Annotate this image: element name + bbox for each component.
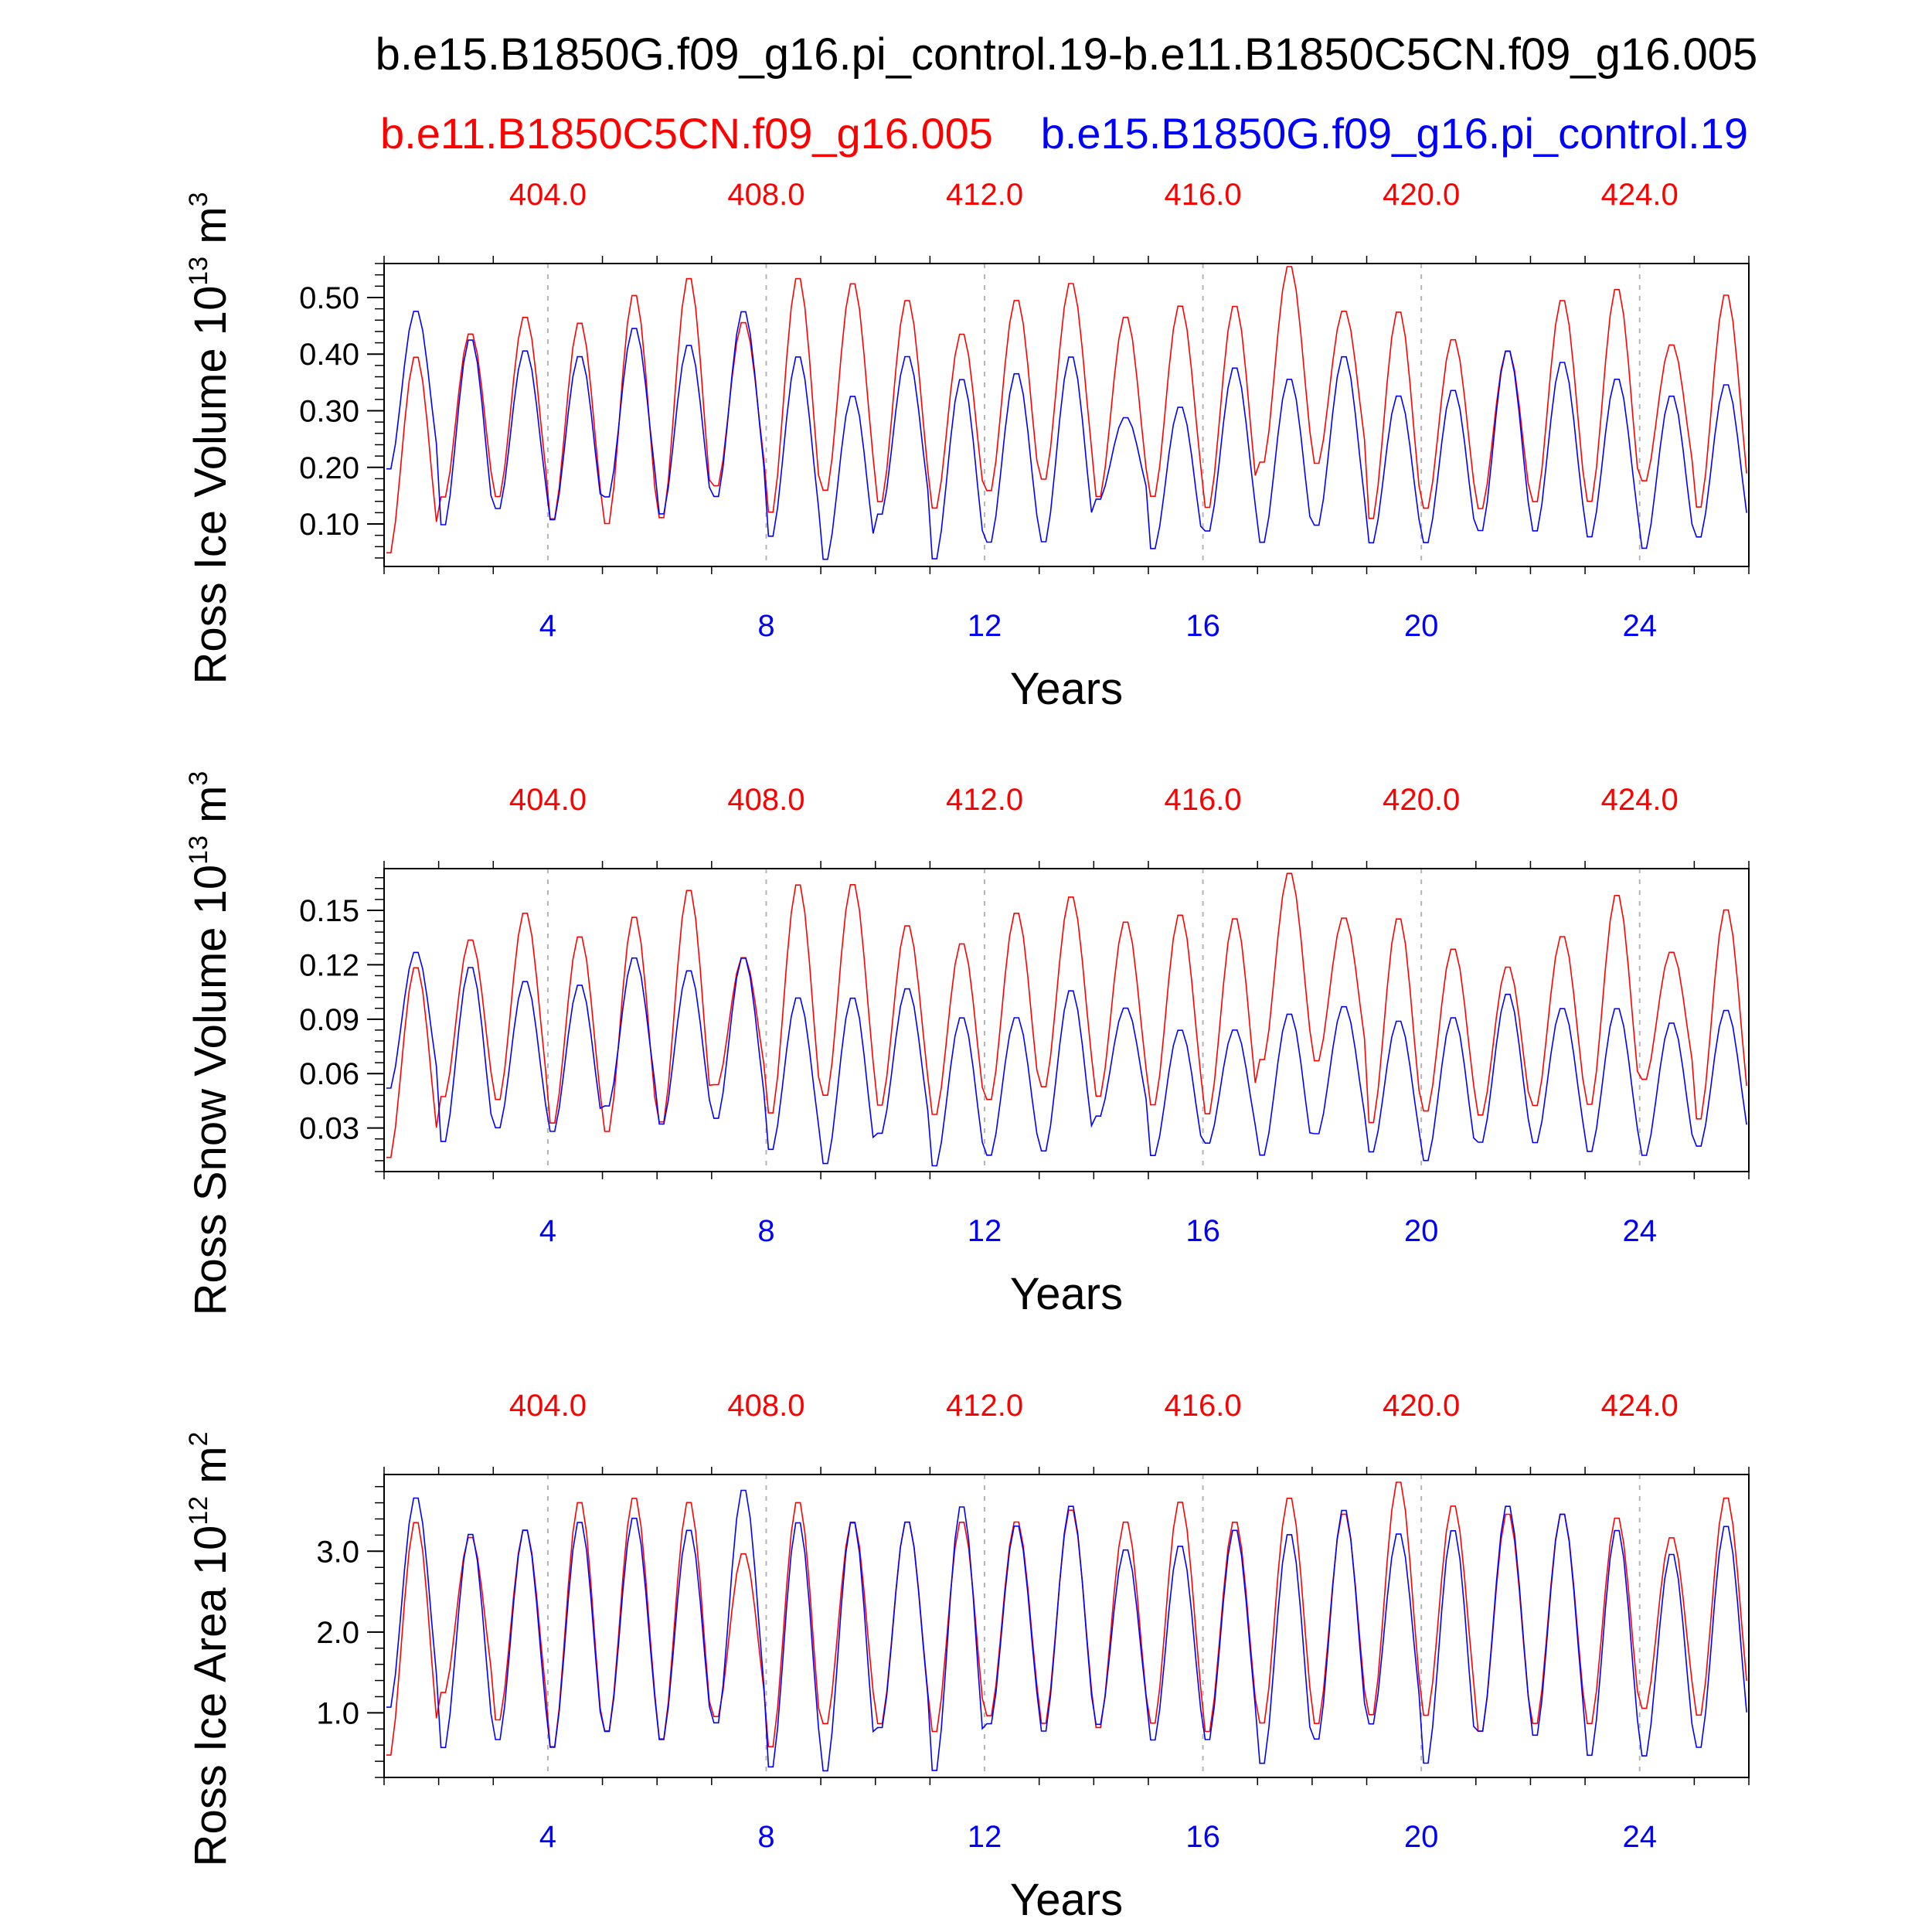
x-tick-label-bottom: 8: [757, 609, 774, 643]
y-tick-label: 2.0: [316, 1616, 359, 1650]
legend-red-label: b.e11.B1850C5CN.f09_g16.005: [380, 109, 993, 158]
x-tick-label-bottom: 12: [968, 609, 1002, 643]
y-tick-label: 0.50: [299, 281, 359, 315]
chart-panel-2: 0.03 0.06 0.09 0.12 0.15 4 404.0 8 408.0 12 412.0 1…: [184, 771, 1750, 1319]
x-tick-label-top: 412.0: [946, 783, 1023, 817]
plot-frame: [383, 1474, 1750, 1778]
x-tick-label-bottom: 16: [1185, 1214, 1220, 1248]
plot-frame: [383, 263, 1750, 567]
x-tick-label-bottom: 4: [539, 1820, 556, 1854]
series-line-blue: [386, 311, 1747, 560]
y-tick-label: 0.09: [299, 1003, 359, 1037]
x-tick-label-top: 416.0: [1165, 178, 1242, 212]
x-tick-label-top: 424.0: [1601, 1389, 1679, 1423]
figure-title: b.e15.B1850G.f09_g16.pi_control.19-b.e11…: [376, 29, 1758, 80]
x-tick-label-bottom: 12: [968, 1214, 1002, 1248]
x-tick-label-top: 408.0: [727, 783, 804, 817]
x-tick-label-top: 420.0: [1383, 178, 1460, 212]
y-axis-label: Ross Ice Volume 1013 m3: [184, 192, 236, 684]
y-axis-label: Ross Snow Volume 1013 m3: [184, 771, 236, 1316]
x-tick-label-top: 420.0: [1383, 1389, 1460, 1423]
x-tick-label-top: 404.0: [509, 178, 587, 212]
x-tick-label-top: 416.0: [1165, 783, 1242, 817]
series-line-red: [386, 266, 1747, 554]
x-tick-label-bottom: 20: [1404, 609, 1439, 643]
x-tick-label-bottom: 20: [1404, 1214, 1439, 1248]
x-tick-label-bottom: 16: [1185, 1820, 1220, 1854]
x-tick-label-top: 408.0: [727, 178, 804, 212]
x-tick-label-top: 424.0: [1601, 783, 1679, 817]
y-tick-label: 3.0: [316, 1535, 359, 1569]
x-tick-label-bottom: 8: [757, 1214, 774, 1248]
y-axis-label: Ross Ice Area 1012 m2: [184, 1432, 236, 1867]
panels: 0.100.200.300.400.504404.08408.012412.01…: [184, 178, 1750, 1925]
x-tick-label-top: 424.0: [1601, 178, 1679, 212]
series-line-red: [386, 872, 1747, 1158]
x-tick-label-bottom: 8: [757, 1820, 774, 1854]
x-tick-label-bottom: 24: [1622, 609, 1657, 643]
x-axis-label: Years: [1010, 1269, 1123, 1319]
y-tick-label: 0.12: [299, 948, 359, 982]
x-axis-label: Years: [1010, 1875, 1123, 1925]
x-tick-label-bottom: 4: [539, 609, 556, 643]
y-tick-label: 1.0: [316, 1696, 359, 1730]
x-tick-label-bottom: 12: [968, 1820, 1002, 1854]
y-tick-label: 0.40: [299, 338, 359, 372]
x-tick-label-bottom: 4: [539, 1214, 556, 1248]
y-tick-label: 0.30: [299, 395, 359, 429]
y-tick-label: 0.15: [299, 894, 359, 928]
x-axis-label: Years: [1010, 664, 1123, 714]
series-line-blue: [386, 951, 1747, 1167]
y-tick-label: 0.03: [299, 1112, 359, 1146]
legend-blue-label: b.e15.B1850G.f09_g16.pi_control.19: [1041, 109, 1748, 158]
chart-panel-3: 1.0 2.0 3.0 4 404.0 8 408.0 12 412.0 16 416.0 20 420…: [184, 1389, 1750, 1925]
series-line-blue: [386, 1489, 1747, 1772]
y-tick-label: 0.06: [299, 1057, 359, 1091]
y-tick-label: 0.10: [299, 508, 359, 542]
x-tick-label-top: 408.0: [727, 1389, 804, 1423]
x-tick-label-bottom: 16: [1185, 609, 1220, 643]
plot-frame: [383, 868, 1750, 1172]
x-tick-label-bottom: 24: [1622, 1820, 1657, 1854]
chart-panel-1: 0.10 0.20 0.30 0.40 0.50 4 404.0 8 408.0 12 412.0 1…: [184, 178, 1750, 714]
y-tick-label: 0.20: [299, 451, 359, 485]
x-tick-label-top: 412.0: [946, 178, 1023, 212]
x-tick-label-top: 404.0: [509, 783, 587, 817]
x-tick-label-top: 416.0: [1165, 1389, 1242, 1423]
x-tick-label-top: 404.0: [509, 1389, 587, 1423]
x-tick-label-bottom: 20: [1404, 1820, 1439, 1854]
x-tick-label-top: 420.0: [1383, 783, 1460, 817]
x-tick-label-bottom: 24: [1622, 1214, 1657, 1248]
x-tick-label-top: 412.0: [946, 1389, 1023, 1423]
